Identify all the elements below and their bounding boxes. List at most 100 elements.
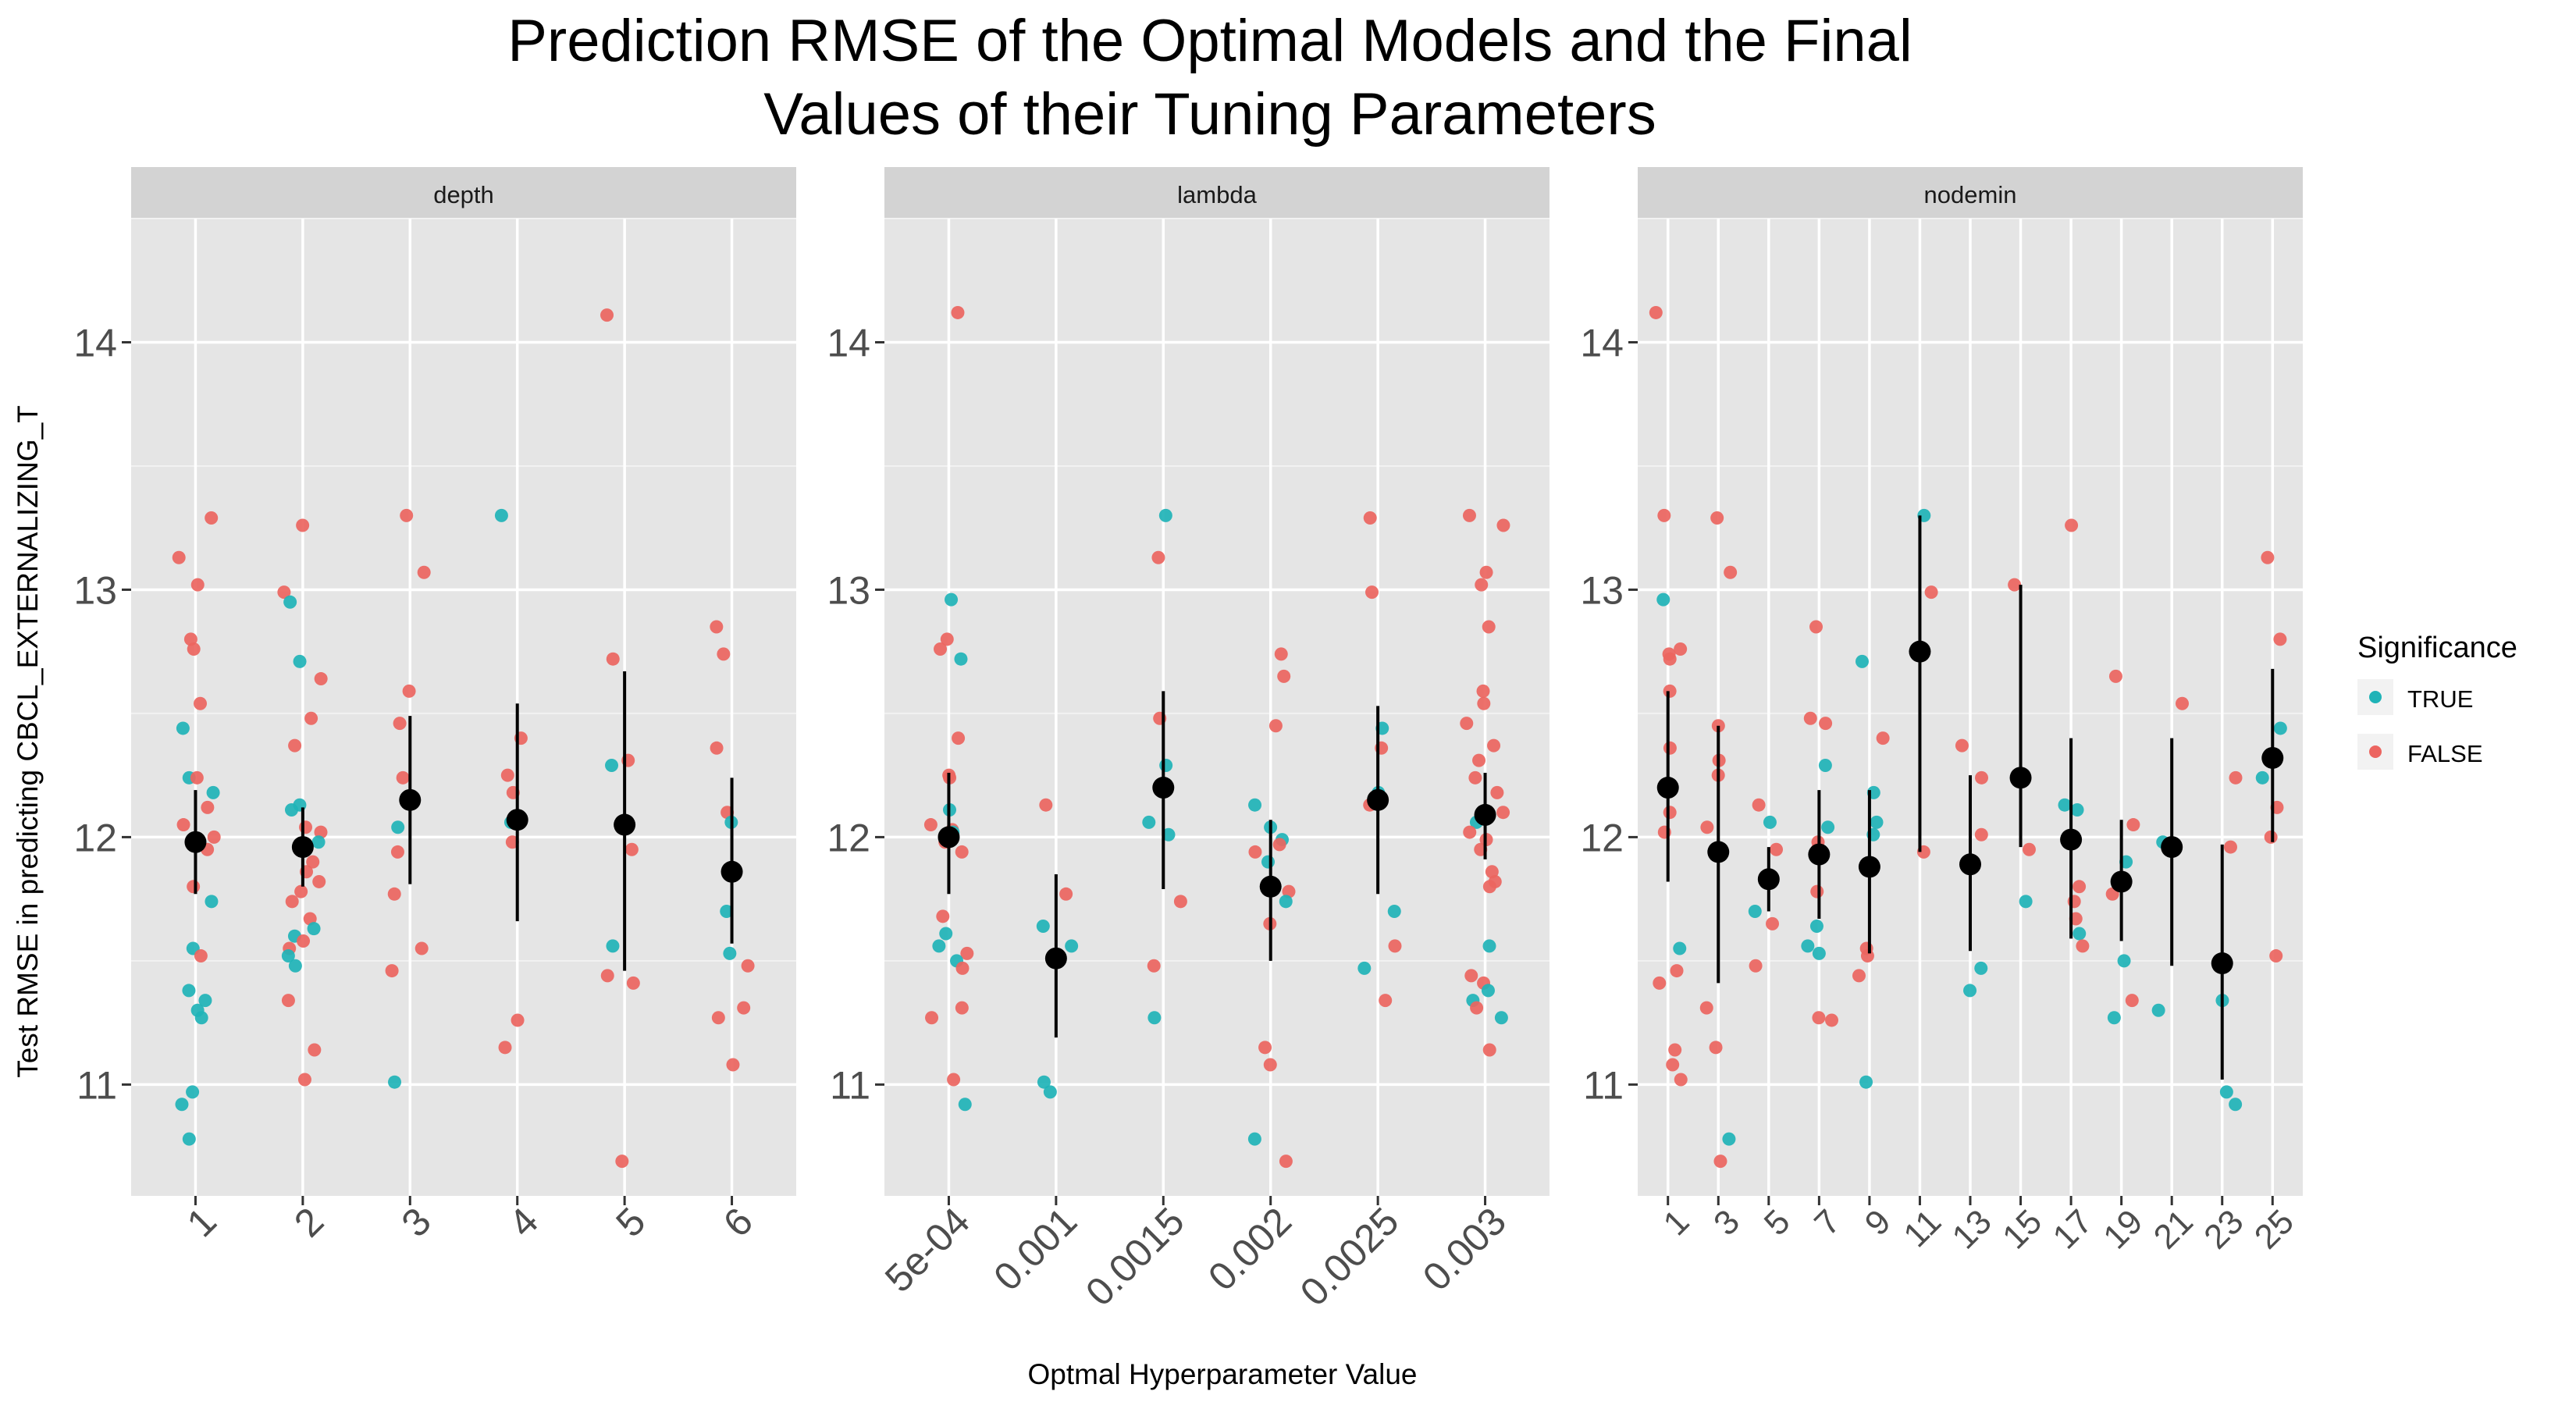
- point-true: [2255, 770, 2269, 785]
- chart-title-line-2: Values of their Tuning Parameters: [763, 81, 1656, 148]
- y-tick-label: 14: [73, 321, 117, 365]
- point-false: [187, 880, 201, 894]
- point-false: [2264, 830, 2278, 844]
- point-false: [1472, 753, 1486, 767]
- point-false: [1274, 647, 1288, 661]
- point-true: [723, 946, 737, 960]
- point-true: [945, 592, 959, 607]
- point-false: [312, 874, 326, 888]
- point-true: [1974, 961, 1988, 975]
- point-false: [1975, 770, 1989, 785]
- point-false: [1724, 565, 1738, 579]
- x-tick-label: 0.0015: [1077, 1199, 1193, 1315]
- point-false: [1770, 842, 1784, 856]
- point-false: [940, 632, 954, 646]
- summary-mean-point: [1656, 777, 1679, 799]
- point-false: [1482, 880, 1496, 894]
- point-false: [606, 652, 620, 666]
- point-true: [307, 922, 321, 936]
- x-tick-label: 4: [500, 1199, 546, 1245]
- facet-strip-label: lambda: [1177, 181, 1257, 208]
- point-true: [205, 895, 219, 909]
- point-false: [201, 800, 215, 814]
- point-false: [500, 768, 514, 782]
- summary-mean-point: [1474, 803, 1496, 826]
- y-tick-label: 12: [73, 816, 117, 859]
- point-false: [1876, 731, 1890, 745]
- point-false: [314, 825, 328, 839]
- point-true: [1763, 815, 1777, 829]
- point-false: [505, 835, 519, 849]
- y-tick-label: 11: [1583, 1063, 1624, 1107]
- point-false: [1749, 959, 1763, 973]
- point-false: [415, 941, 429, 955]
- summary-mean-point: [2009, 767, 2032, 789]
- x-tick-label: 11: [1896, 1202, 1948, 1254]
- point-true: [1357, 961, 1372, 975]
- point-false: [1268, 719, 1283, 733]
- point-false: [2223, 840, 2237, 854]
- point-false: [207, 830, 221, 844]
- point-true: [281, 949, 295, 963]
- point-true: [2273, 721, 2287, 735]
- point-true: [194, 1011, 208, 1025]
- summary-mean-point: [184, 831, 207, 853]
- point-true: [1043, 1085, 1057, 1099]
- point-true: [605, 758, 619, 772]
- x-tick-label: 19: [2096, 1202, 2150, 1256]
- summary-mean-point: [1909, 640, 1931, 663]
- point-false: [172, 550, 186, 564]
- point-true: [182, 984, 196, 998]
- point-false: [624, 842, 639, 856]
- point-true: [1248, 798, 1262, 812]
- point-false: [194, 949, 208, 963]
- point-false: [955, 1001, 969, 1015]
- point-false: [511, 1013, 525, 1027]
- point-true: [606, 939, 620, 953]
- point-true: [391, 820, 405, 834]
- x-tick-label: 2: [286, 1199, 332, 1245]
- point-false: [737, 1001, 751, 1015]
- point-false: [2269, 949, 2283, 963]
- point-false: [385, 964, 399, 978]
- point-false: [1479, 565, 1493, 579]
- point-false: [934, 642, 948, 656]
- point-false: [615, 1155, 629, 1169]
- x-tick-label: 5: [1757, 1202, 1798, 1243]
- facet-strip: [131, 167, 796, 219]
- point-true: [494, 508, 508, 522]
- point-true: [1147, 1011, 1162, 1025]
- point-false: [2261, 550, 2275, 564]
- point-true: [1494, 1011, 1508, 1025]
- point-true: [1818, 758, 1832, 772]
- point-false: [314, 672, 328, 686]
- x-tick-label: 15: [1995, 1202, 2049, 1256]
- summary-mean-point: [1707, 841, 1730, 863]
- point-true: [1809, 920, 1823, 934]
- x-tick-label: 21: [2147, 1202, 2201, 1256]
- point-false: [947, 1073, 961, 1087]
- point-false: [1924, 585, 1938, 600]
- point-false: [1379, 994, 1393, 1008]
- y-tick-label: 13: [1580, 568, 1624, 612]
- point-false: [1674, 642, 1688, 656]
- point-false: [1803, 711, 1817, 725]
- point-true: [206, 785, 220, 799]
- point-true: [1812, 946, 1826, 960]
- x-tick-label: 9: [1858, 1202, 1898, 1243]
- x-tick-label: 1: [179, 1199, 225, 1245]
- point-true: [198, 994, 212, 1008]
- y-tick-label: 14: [827, 321, 870, 365]
- summary-mean-point: [1858, 856, 1880, 878]
- point-false: [2273, 632, 2287, 646]
- summary-mean-point: [2211, 952, 2233, 975]
- point-true: [2117, 954, 2131, 968]
- point-false: [1674, 1073, 1688, 1087]
- point-true: [186, 1085, 200, 1099]
- point-true: [1162, 827, 1176, 841]
- point-true: [1748, 904, 1762, 918]
- x-tick-label: 1: [1656, 1202, 1697, 1243]
- point-true: [1859, 1075, 1873, 1089]
- point-false: [717, 647, 731, 661]
- point-false: [1476, 684, 1490, 698]
